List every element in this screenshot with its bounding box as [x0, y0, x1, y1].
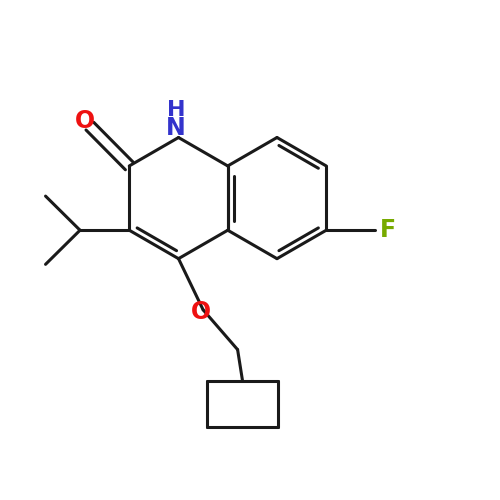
Text: O: O: [75, 109, 95, 133]
Text: H: H: [167, 100, 186, 120]
Text: O: O: [190, 300, 210, 324]
Text: F: F: [380, 218, 396, 242]
Text: N: N: [166, 116, 186, 140]
